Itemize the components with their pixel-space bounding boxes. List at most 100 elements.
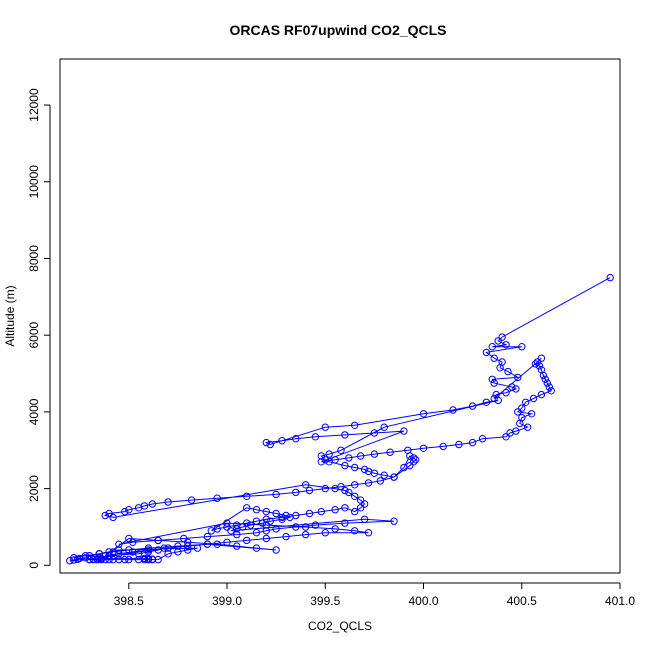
data-point: [522, 398, 530, 406]
data-point: [266, 517, 274, 525]
data-point: [518, 404, 526, 412]
data-point: [292, 435, 300, 443]
data-point: [351, 492, 359, 500]
data-point: [518, 343, 526, 351]
data-point: [115, 540, 123, 548]
data-point: [341, 431, 349, 439]
series-co2: [66, 273, 614, 565]
x-axis-label: CO2_QCLS: [308, 619, 372, 633]
x-tick-label: 399.0: [212, 594, 242, 608]
data-point: [537, 354, 546, 362]
data-point: [364, 479, 373, 487]
data-point: [109, 513, 117, 522]
data-point: [406, 452, 414, 460]
data-point: [488, 375, 496, 383]
data-point: [278, 437, 286, 445]
data-point: [341, 519, 349, 527]
data-point: [213, 494, 221, 502]
data-point: [262, 521, 270, 529]
data-point: [325, 458, 333, 466]
data-point: [606, 273, 614, 282]
data-point: [356, 452, 365, 460]
y-tick-label: 4000: [27, 398, 41, 425]
data-point: [360, 500, 369, 508]
data-point: [533, 358, 542, 366]
data-point: [70, 556, 78, 564]
data-point: [301, 481, 310, 489]
data-point: [331, 484, 339, 493]
y-tick-label: 0: [27, 562, 41, 569]
data-point: [380, 471, 388, 479]
data-point: [187, 496, 196, 504]
data-point: [311, 521, 320, 529]
data-point: [164, 550, 172, 558]
data-point: [502, 433, 510, 441]
data-point: [97, 554, 106, 563]
data-point: [341, 486, 349, 495]
data-point: [351, 421, 359, 429]
data-point: [180, 534, 188, 543]
plot-frame: [59, 58, 621, 574]
data-point: [341, 461, 349, 470]
data-point: [351, 481, 359, 489]
data-point: [514, 408, 522, 416]
data-point: [508, 383, 516, 391]
data-point: [266, 440, 274, 449]
data-point: [148, 500, 157, 508]
y-tick-label: 6000: [27, 322, 41, 349]
data-point: [243, 504, 251, 512]
data-point: [506, 429, 514, 437]
data-point: [125, 546, 133, 554]
data-point: [455, 440, 463, 449]
data-point: [227, 527, 235, 535]
data-point: [337, 446, 345, 454]
data-point: [494, 337, 502, 345]
data-point: [243, 492, 251, 500]
data-point: [482, 398, 491, 406]
data-point: [272, 525, 280, 533]
data-point: [105, 555, 113, 564]
data-point: [331, 506, 339, 514]
y-axis-label: Altitude (m): [3, 285, 17, 346]
data-point: [115, 555, 123, 564]
data-point: [223, 538, 231, 546]
data-point: [301, 530, 310, 539]
data-point: [134, 550, 143, 558]
x-tick-label: 399.5: [310, 594, 340, 608]
data-point: [360, 465, 369, 474]
data-point: [252, 506, 261, 514]
data-point: [85, 555, 94, 564]
data-point: [541, 375, 549, 383]
data-point: [531, 360, 540, 368]
data-point: [246, 521, 255, 529]
data-point: [410, 458, 418, 466]
data-point: [301, 523, 310, 531]
data-point: [410, 454, 418, 462]
data-point: [400, 463, 408, 472]
data-point: [478, 435, 487, 443]
data-point: [252, 529, 261, 537]
y-tick-label: 2000: [27, 475, 41, 502]
data-point: [356, 504, 365, 512]
data-point: [488, 343, 496, 351]
data-point: [262, 534, 270, 543]
data-point: [419, 444, 428, 452]
data-point: [317, 458, 325, 466]
data-point: [174, 548, 182, 556]
data-point: [262, 507, 270, 516]
data-point: [105, 548, 113, 556]
data-point: [272, 509, 280, 518]
data-point: [115, 546, 123, 554]
data-point: [262, 515, 270, 523]
data-point: [223, 519, 231, 527]
data-point: [364, 529, 373, 537]
data-point: [439, 442, 447, 451]
data-point: [547, 387, 555, 395]
data-point: [341, 504, 349, 512]
data-point: [66, 557, 74, 565]
data-point: [502, 389, 510, 397]
data-point: [317, 452, 325, 460]
data-point: [89, 555, 98, 563]
data-point: [490, 354, 498, 362]
